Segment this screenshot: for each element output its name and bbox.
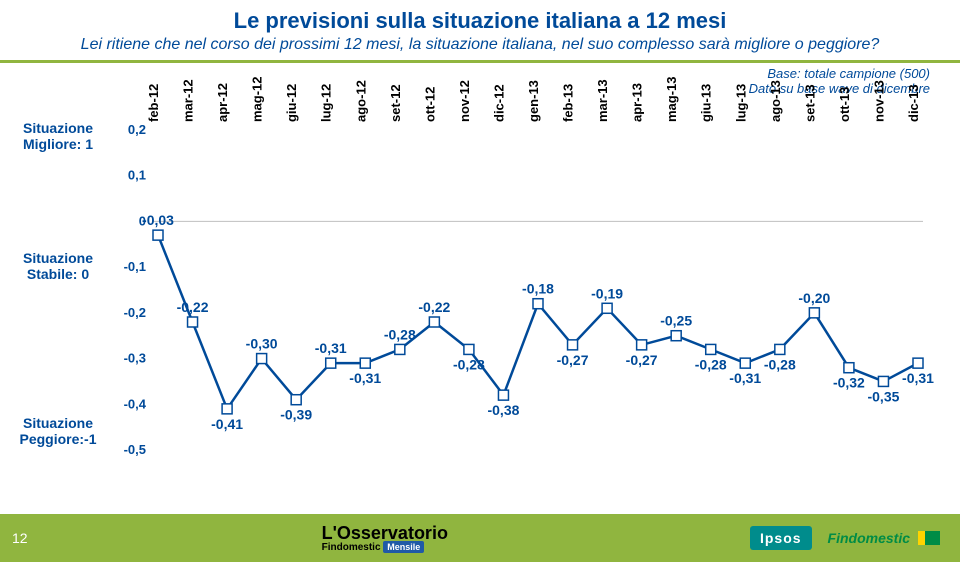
data-marker xyxy=(637,340,647,350)
x-tick-label: apr-12 xyxy=(215,83,230,122)
x-tick-label: ott-12 xyxy=(422,87,437,122)
chart-title: Le previsioni sulla situazione italiana … xyxy=(0,8,960,34)
x-tick-label: set-13 xyxy=(802,84,817,122)
data-marker xyxy=(878,376,888,386)
x-tick-label: giu-12 xyxy=(284,84,299,122)
x-tick-label: dic-12 xyxy=(491,84,506,122)
data-marker xyxy=(326,358,336,368)
x-tick-label: feb-12 xyxy=(146,84,161,122)
x-tick-label: ott-13 xyxy=(837,87,852,122)
x-tick-label: mar-13 xyxy=(595,79,610,122)
value-label: -0,32 xyxy=(833,375,865,391)
series-line xyxy=(158,235,918,409)
data-marker xyxy=(568,340,578,350)
footer-bar: 12 L'Osservatorio Findomestic Mensile Ip… xyxy=(0,514,960,562)
value-label: -0,25 xyxy=(660,313,692,329)
value-label: -0,19 xyxy=(591,285,623,301)
base-note-line1: Base: totale campione (500) xyxy=(749,66,930,81)
x-tick-label: ago-13 xyxy=(768,80,783,122)
data-marker xyxy=(775,344,785,354)
value-label: -0,39 xyxy=(280,407,312,423)
x-tick-label: mag-13 xyxy=(664,76,679,122)
value-label: -0,31 xyxy=(729,370,761,386)
y-tick-label: 0,1 xyxy=(128,168,146,183)
data-marker xyxy=(671,331,681,341)
value-label: -0,31 xyxy=(902,370,934,386)
chart-subtitle: Lei ritiene che nel corso dei prossimi 1… xyxy=(0,36,960,54)
x-tick-label: apr-13 xyxy=(630,83,645,122)
value-label: -0,27 xyxy=(626,352,658,368)
data-marker xyxy=(395,344,405,354)
value-label: -0,28 xyxy=(764,356,796,372)
value-label: -0,20 xyxy=(798,290,830,306)
data-marker xyxy=(188,317,198,327)
side-label-stabile: Situazione Stabile: 0 xyxy=(8,250,108,282)
y-tick-label: -0,3 xyxy=(124,351,146,366)
value-label: -0,28 xyxy=(695,356,727,372)
x-tick-label: set-12 xyxy=(388,84,403,122)
value-label: -0,22 xyxy=(418,299,450,315)
value-label: -0,31 xyxy=(349,370,381,386)
x-tick-label: feb-13 xyxy=(561,84,576,122)
data-marker xyxy=(740,358,750,368)
x-tick-label: giu-13 xyxy=(699,84,714,122)
y-tick-label: -0,5 xyxy=(124,442,146,457)
x-tick-label: mag-12 xyxy=(250,76,265,122)
data-marker xyxy=(498,390,508,400)
line-chart: 0,20,10-0,1-0,2-0,3-0,4-0,5feb-12mar-12a… xyxy=(118,110,928,470)
x-tick-label: ago-12 xyxy=(353,80,368,122)
x-tick-label: lug-12 xyxy=(319,84,334,122)
y-tick-label: -0,2 xyxy=(124,305,146,320)
y-tick-label: -0,4 xyxy=(124,396,147,411)
data-marker xyxy=(429,317,439,327)
x-tick-label: gen-13 xyxy=(526,80,541,122)
data-marker xyxy=(153,230,163,240)
value-label: -0,27 xyxy=(557,352,589,368)
logo-ipsos: Ipsos xyxy=(750,526,812,550)
x-tick-label: dic-13 xyxy=(906,84,921,122)
value-label: -0,41 xyxy=(211,416,243,432)
logo-findomestic: Findomestic xyxy=(828,530,940,546)
data-marker xyxy=(222,404,232,414)
x-tick-label: mar-12 xyxy=(181,79,196,122)
value-label: -0,35 xyxy=(867,388,899,404)
side-label-peggiore: Situazione Peggiore:-1 xyxy=(8,415,108,447)
data-marker xyxy=(602,303,612,313)
value-label: -0,28 xyxy=(453,356,485,372)
value-label: -0,18 xyxy=(522,281,554,297)
data-marker xyxy=(291,395,301,405)
x-tick-label: nov-12 xyxy=(457,80,472,122)
y-tick-label: -0,1 xyxy=(124,259,146,274)
x-tick-label: lug-13 xyxy=(733,84,748,122)
y-tick-label: 0,2 xyxy=(128,122,146,137)
data-marker xyxy=(360,358,370,368)
value-label: -0,28 xyxy=(384,326,416,342)
value-label: -0,31 xyxy=(315,340,347,356)
data-marker xyxy=(533,299,543,309)
value-label: -0,30 xyxy=(246,336,278,352)
value-label: -0,03 xyxy=(142,212,174,228)
data-marker xyxy=(464,344,474,354)
data-marker xyxy=(809,308,819,318)
data-marker xyxy=(844,363,854,373)
data-marker xyxy=(257,354,267,364)
data-marker xyxy=(913,358,923,368)
value-label: -0,22 xyxy=(177,299,209,315)
divider-green xyxy=(0,60,960,63)
slide-number: 12 xyxy=(12,530,28,546)
logo-osservatorio: L'Osservatorio Findomestic Mensile xyxy=(322,523,448,553)
x-tick-label: nov-13 xyxy=(871,80,886,122)
value-label: -0,38 xyxy=(487,402,519,418)
side-label-migliore: Situazione Migliore: 1 xyxy=(8,120,108,152)
data-marker xyxy=(706,344,716,354)
